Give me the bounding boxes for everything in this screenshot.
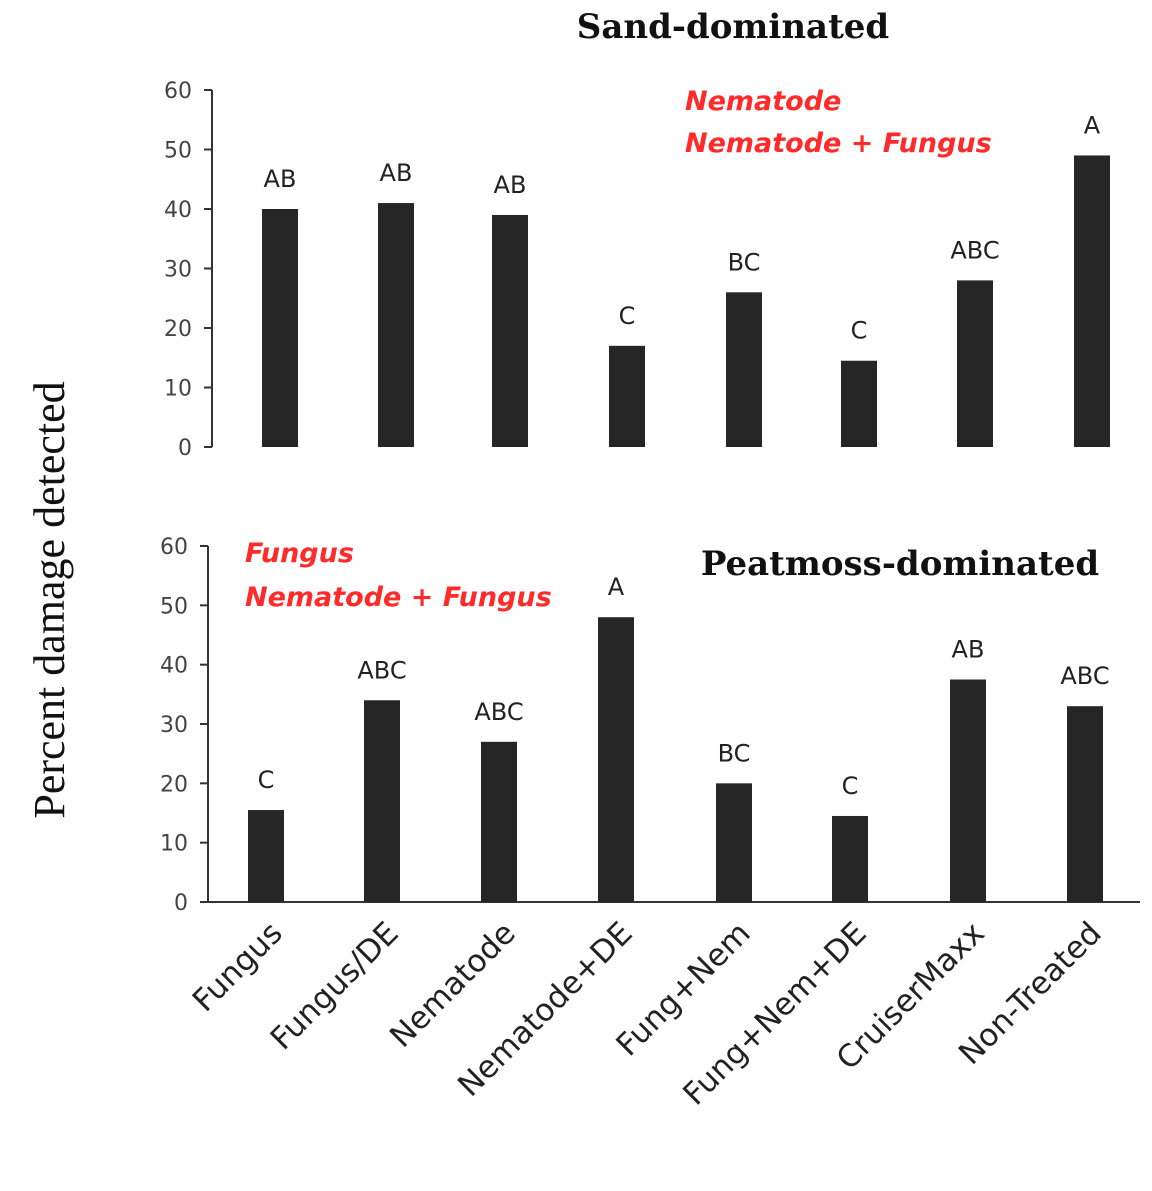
y-tick-label: 50: [160, 594, 188, 619]
bar-peatmoss-2: [481, 741, 517, 902]
chart-title-peatmoss: Peatmoss-dominated: [701, 544, 1099, 584]
data-label-peatmoss-4: BC: [718, 739, 751, 767]
bar-peatmoss-6: [950, 679, 986, 902]
bar-peatmoss-4: [716, 783, 752, 902]
bar-sand-1: [378, 203, 414, 447]
bar-peatmoss-7: [1067, 706, 1103, 902]
bar-peatmoss-3: [598, 617, 634, 902]
bar-sand-7: [1074, 155, 1110, 447]
bar-sand-5: [841, 360, 877, 447]
y-axis-label: Percent damage detected: [25, 381, 74, 818]
y-tick-label: 40: [164, 198, 192, 223]
bars-peatmoss: [248, 617, 1103, 902]
data-label-peatmoss-0: C: [258, 766, 275, 794]
y-tick-label: 50: [164, 139, 192, 164]
x-tick-label: Fungus: [186, 915, 290, 1019]
bar-sand-0: [262, 209, 298, 447]
data-label-peatmoss-1: ABC: [357, 656, 406, 684]
annotation-nematode-fungus-peatmoss: Nematode + Fungus: [245, 582, 552, 613]
bars-sand: [262, 155, 1110, 447]
bar-sand-6: [957, 280, 993, 447]
data-label-peatmoss-5: C: [842, 772, 859, 800]
bar-peatmoss-1: [364, 700, 400, 902]
chart-peatmoss-dominated: Peatmoss-dominated Fungus Nematode + Fun…: [160, 535, 1140, 916]
annotation-fungus-peatmoss: Fungus: [245, 538, 354, 569]
y-tick-label: 0: [174, 891, 188, 916]
data-label-sand-6: ABC: [950, 236, 999, 264]
data-label-sand-0: AB: [264, 165, 297, 193]
annotation-nematode-sand: Nematode: [685, 86, 841, 117]
y-tick-label: 60: [160, 535, 188, 560]
y-tick-label: 20: [160, 772, 188, 797]
bar-sand-2: [492, 214, 528, 447]
y-tick-label: 30: [160, 713, 188, 738]
data-label-sand-4: BC: [728, 248, 761, 276]
y-ticks-sand: 0 10 20 30 40 50 60: [164, 79, 212, 461]
data-label-peatmoss-2: ABC: [474, 698, 523, 726]
y-tick-label: 30: [164, 258, 192, 283]
y-tick-label: 0: [178, 436, 192, 461]
bar-sand-4: [726, 292, 762, 447]
data-label-sand-7: A: [1084, 111, 1101, 139]
y-tick-label: 10: [160, 832, 188, 857]
y-tick-label: 60: [164, 79, 192, 104]
bar-sand-3: [609, 345, 645, 447]
data-label-sand-2: AB: [494, 171, 527, 199]
data-label-sand-3: C: [619, 302, 636, 330]
data-label-peatmoss-3: A: [608, 573, 625, 601]
data-label-sand-5: C: [851, 317, 868, 345]
y-tick-label: 10: [164, 377, 192, 402]
bar-peatmoss-0: [248, 810, 284, 902]
y-tick-label: 40: [160, 654, 188, 679]
x-category-labels: FungusFungus/DENematodeNematode+DEFung+N…: [186, 915, 1109, 1112]
chart-title-sand: Sand-dominated: [577, 7, 889, 47]
y-tick-label: 20: [164, 317, 192, 342]
bar-peatmoss-5: [832, 815, 868, 902]
chart-sand-dominated: Sand-dominated Nematode Nematode + Fungu…: [164, 7, 1110, 461]
data-label-peatmoss-7: ABC: [1060, 662, 1109, 690]
annotation-nematode-fungus-sand: Nematode + Fungus: [685, 128, 992, 159]
y-ticks-peatmoss: 0 10 20 30 40 50 60: [160, 535, 208, 916]
data-label-sand-1: AB: [380, 159, 413, 187]
data-label-peatmoss-6: AB: [952, 636, 985, 664]
